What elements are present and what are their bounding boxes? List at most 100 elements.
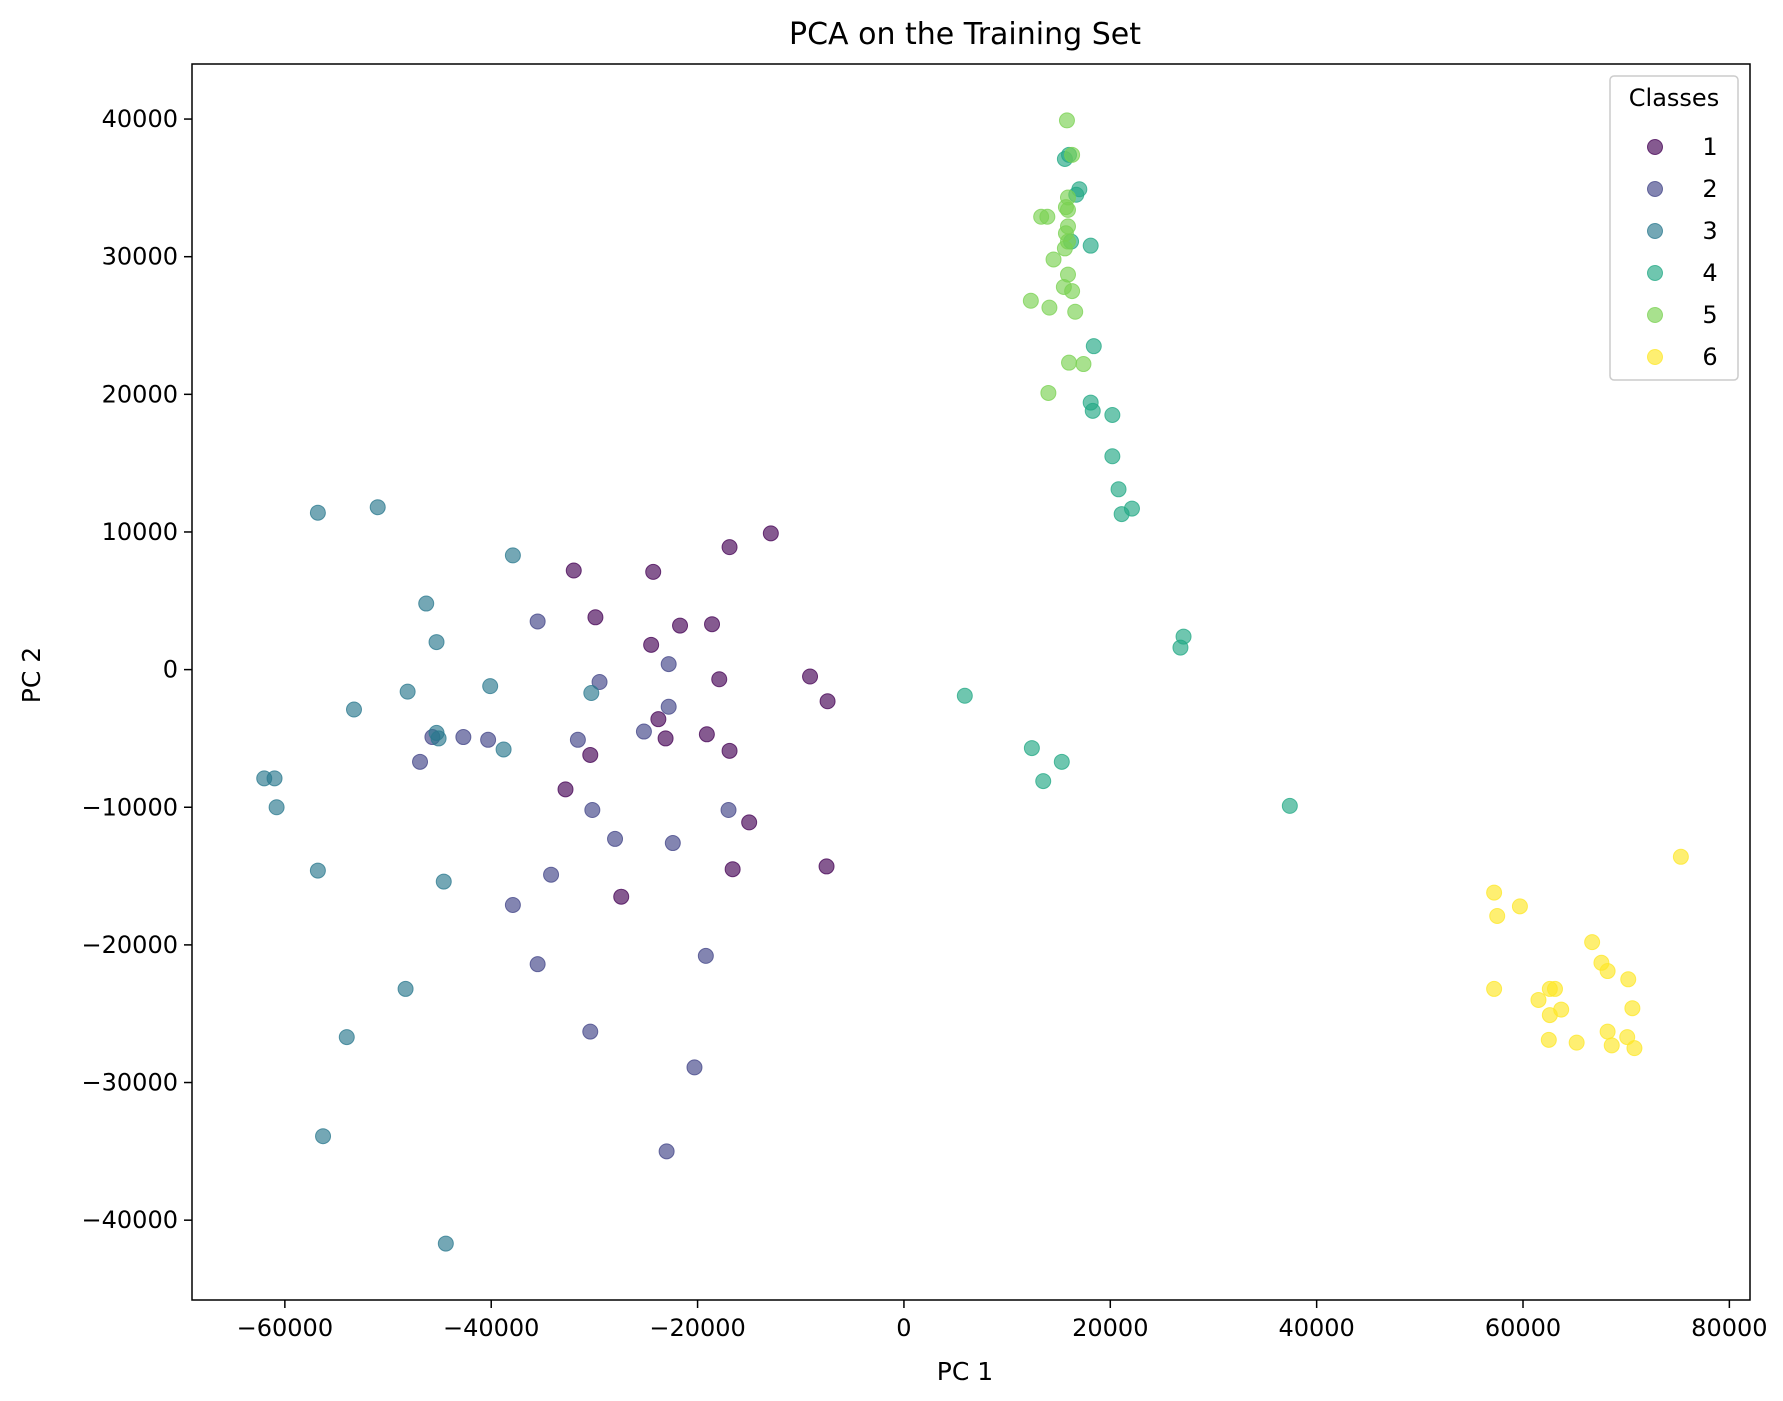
y-tick-label: 20000 xyxy=(102,380,178,408)
data-point xyxy=(762,525,779,542)
data-point xyxy=(309,504,326,521)
data-point xyxy=(418,595,435,612)
y-axis: −40000 −30000 −20000 −10000 0 10000 20000 30000… xyxy=(82,105,192,1234)
legend-label: 4 xyxy=(1702,259,1717,287)
data-point xyxy=(315,1128,332,1145)
data-point xyxy=(1624,1000,1641,1017)
data-point xyxy=(1599,1023,1616,1040)
data-point xyxy=(721,539,738,556)
legend-marker xyxy=(1647,223,1663,239)
data-point xyxy=(1082,237,1099,254)
data-point xyxy=(412,753,429,770)
data-point xyxy=(1620,971,1637,988)
data-point xyxy=(741,814,758,831)
legend-items: 1 2 3 4 5 6 xyxy=(1647,133,1718,371)
x-tick-label: 40000 xyxy=(1278,1314,1354,1342)
data-point xyxy=(1104,406,1121,423)
x-tick-label: 80000 xyxy=(1691,1314,1767,1342)
data-point xyxy=(956,687,973,704)
data-point xyxy=(660,656,677,673)
y-tick-label: 30000 xyxy=(102,243,178,271)
data-point xyxy=(1053,753,1070,770)
data-point xyxy=(1486,884,1503,901)
y-tick-label: 40000 xyxy=(102,105,178,133)
data-point xyxy=(1023,740,1040,757)
y-tick-label: −10000 xyxy=(82,793,178,821)
series-2 xyxy=(412,613,737,1160)
data-point xyxy=(1584,934,1601,951)
x-tick-label: 60000 xyxy=(1485,1314,1561,1342)
data-point xyxy=(428,634,445,651)
legend-marker xyxy=(1647,307,1663,323)
data-point xyxy=(711,671,728,688)
series-5 xyxy=(1022,112,1092,401)
data-point xyxy=(1172,639,1189,656)
data-point xyxy=(309,862,326,879)
data-point xyxy=(697,947,714,964)
data-point xyxy=(1672,848,1689,865)
data-point xyxy=(1045,251,1062,268)
data-point xyxy=(635,723,652,740)
data-point xyxy=(582,1023,599,1040)
legend-item: 3 xyxy=(1647,217,1718,245)
data-point xyxy=(724,861,741,878)
x-axis: −60000 −40000 −20000 0 20000 40000 60000 80000 xyxy=(237,1300,1768,1342)
data-point xyxy=(1511,898,1528,915)
data-point xyxy=(1084,402,1101,419)
x-tick-label: 20000 xyxy=(1072,1314,1148,1342)
data-point xyxy=(587,609,604,626)
data-point xyxy=(607,830,624,847)
data-point xyxy=(657,730,674,747)
data-point xyxy=(543,866,560,883)
data-point xyxy=(1281,797,1298,814)
data-point xyxy=(1022,292,1039,309)
legend: Classes 1 2 3 4 5 6 xyxy=(1609,75,1739,381)
data-point xyxy=(721,742,738,759)
y-tick-label: 10000 xyxy=(102,518,178,546)
data-point xyxy=(582,746,599,763)
legend-item: 1 xyxy=(1647,133,1718,161)
data-point xyxy=(1067,303,1084,320)
data-point xyxy=(369,499,386,516)
legend-box xyxy=(1609,75,1739,381)
y-tick-label: 0 xyxy=(163,656,178,684)
data-point xyxy=(819,693,836,710)
data-point xyxy=(613,888,630,905)
y-tick-label: −30000 xyxy=(82,1069,178,1097)
y-tick-label: −20000 xyxy=(82,931,178,959)
data-point xyxy=(720,802,737,819)
legend-marker xyxy=(1647,349,1663,365)
data-point xyxy=(704,616,721,633)
legend-label: 3 xyxy=(1702,217,1717,245)
data-point xyxy=(557,781,574,798)
data-point xyxy=(643,636,660,653)
data-point xyxy=(1603,1037,1620,1054)
data-point xyxy=(480,731,497,748)
data-point xyxy=(664,835,681,852)
legend-label: 5 xyxy=(1702,301,1717,329)
y-axis-label: PC 2 xyxy=(17,647,46,703)
legend-marker xyxy=(1647,265,1663,281)
data-point xyxy=(1056,240,1073,257)
data-point xyxy=(1546,980,1563,997)
data-point xyxy=(650,711,667,728)
data-point xyxy=(399,683,416,700)
series-1 xyxy=(557,525,836,905)
data-point xyxy=(1040,384,1057,401)
x-tick-label: 0 xyxy=(896,1314,911,1342)
y-tick-label: −40000 xyxy=(82,1206,178,1234)
data-point xyxy=(1059,201,1076,218)
data-point xyxy=(437,1235,454,1252)
data-point xyxy=(1064,283,1081,300)
legend-label: 6 xyxy=(1702,343,1717,371)
data-point xyxy=(818,858,835,875)
data-point xyxy=(1035,773,1052,790)
data-point xyxy=(1541,1007,1558,1024)
data-point xyxy=(268,799,285,816)
x-axis-label: PC 1 xyxy=(937,1357,993,1386)
data-point xyxy=(482,678,499,695)
data-point xyxy=(1041,299,1058,316)
plot-frame xyxy=(191,63,1751,1301)
series-6 xyxy=(1486,848,1689,1057)
